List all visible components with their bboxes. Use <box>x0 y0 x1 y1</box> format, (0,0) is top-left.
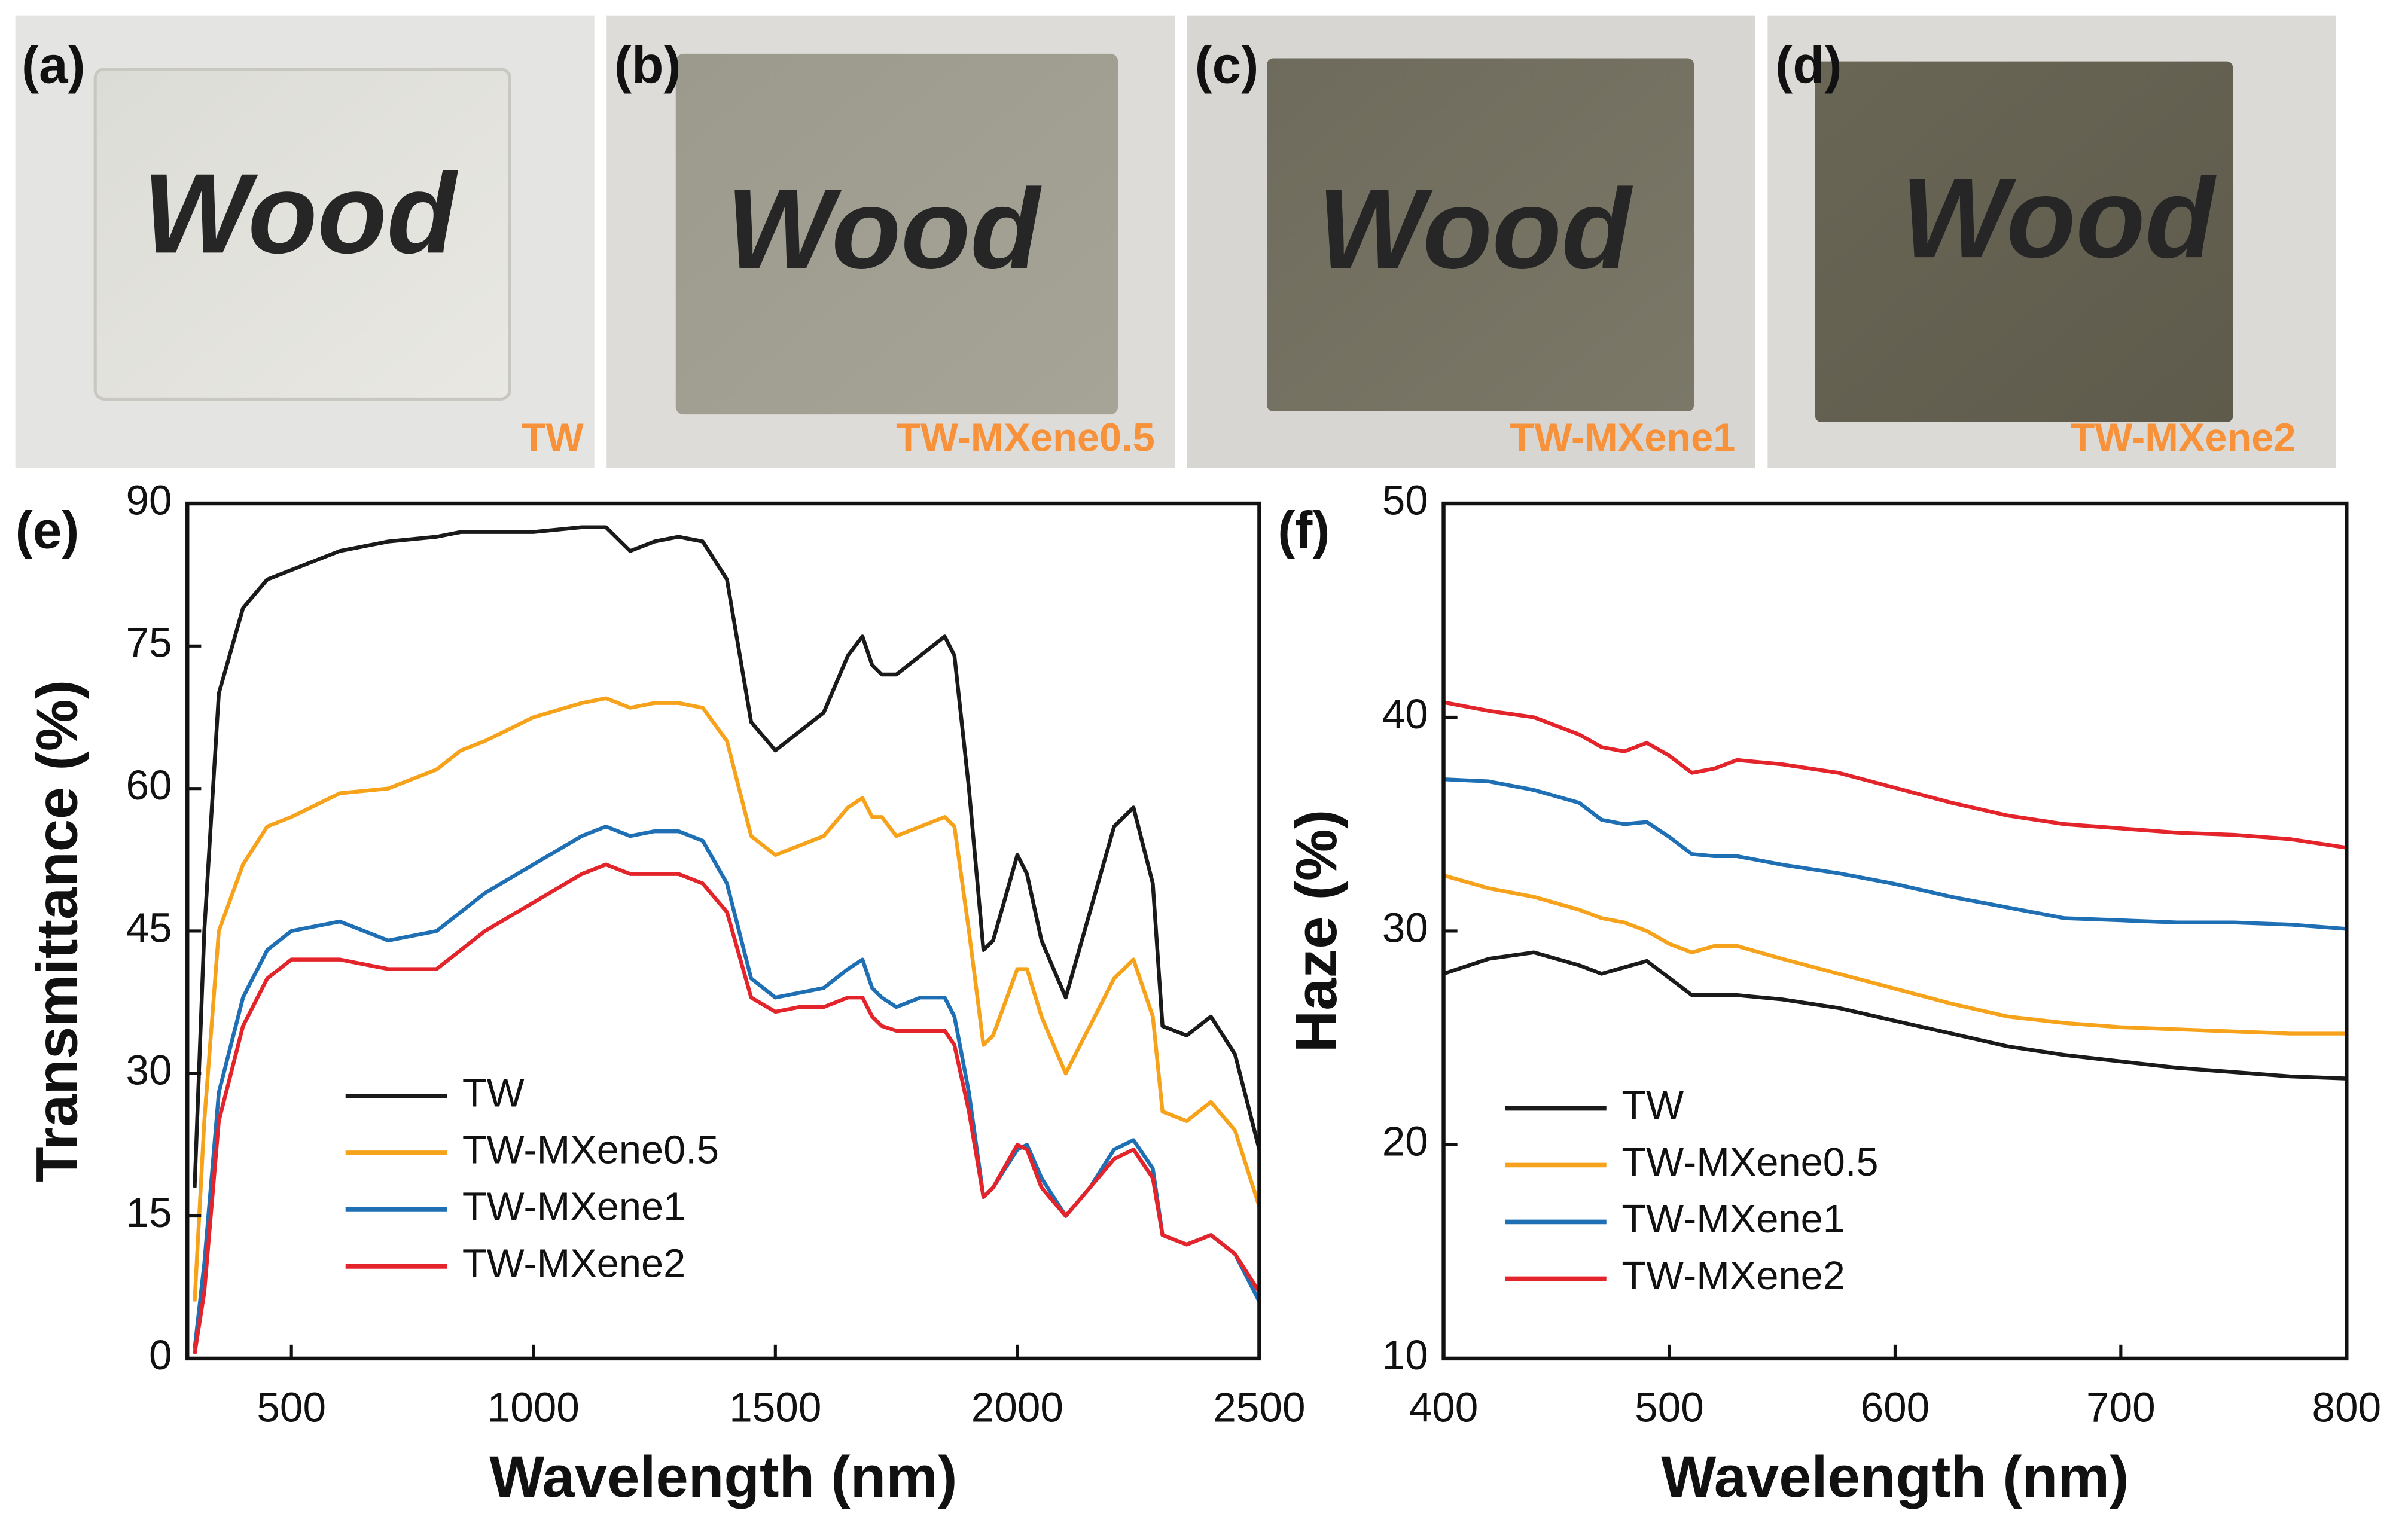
x-tick-label: 1500 <box>729 1384 821 1431</box>
photo-b <box>606 15 1175 468</box>
legend-label: TW <box>462 1072 525 1116</box>
x-tick-label: 600 <box>1861 1384 1930 1431</box>
photo-texts: (a) Wood TW (b) Wood TW-MXene0.5 (c) Wood TW-MXe… <box>22 36 2296 460</box>
data-line <box>1443 700 2347 850</box>
wood-sample <box>1267 58 1694 411</box>
sample-label: TW-MXene0.5 <box>896 416 1155 460</box>
data-line <box>1443 873 2347 1036</box>
y-tick-label: 40 <box>1382 691 1428 737</box>
photo-a <box>15 15 595 468</box>
photo-d <box>1767 15 2336 468</box>
data-line <box>193 824 1261 1350</box>
x-tick-label: 800 <box>2312 1384 2381 1431</box>
charts: 500 1000 1500 2000 2500 0 15 30 45 60 75 90 Waveleng… <box>16 477 2381 1509</box>
legend-label: TW-MXene2 <box>462 1242 685 1286</box>
x-tick-label: 400 <box>1409 1384 1479 1431</box>
photo-text: Wood <box>1318 166 1633 292</box>
data-line <box>193 525 1261 1188</box>
data-line <box>193 862 1261 1354</box>
x-tick-label: 2500 <box>1213 1384 1305 1431</box>
y-tick-label: 45 <box>126 904 172 951</box>
y-tick-label: 10 <box>1382 1332 1428 1378</box>
photo-text: Wood <box>1901 155 2217 282</box>
sample-label: TW <box>522 416 584 460</box>
data-line <box>1443 950 2347 1081</box>
photo-c <box>1187 15 1755 468</box>
chart: 400 500 600 700 800 10 20 30 40 50 Wavelength (nm)… <box>1278 477 2381 1509</box>
x-tick-label: 500 <box>257 1384 326 1431</box>
legend-label: TW-MXene1 <box>1621 1197 1845 1241</box>
y-tick-label: 20 <box>1382 1118 1428 1165</box>
axes-frame <box>1441 501 2349 1361</box>
x-tick-label: 1000 <box>487 1384 580 1431</box>
y-tick-label: 50 <box>1382 477 1428 523</box>
x-axis-label: Wavelength (nm) <box>1661 1444 2129 1509</box>
panel-label: (b) <box>614 36 681 94</box>
wood-sample <box>675 53 1118 415</box>
plot-area <box>193 525 1261 1354</box>
legend-label: TW-MXene0.5 <box>462 1128 719 1173</box>
x-tick-label: 700 <box>2086 1384 2156 1431</box>
data-line <box>193 696 1261 1302</box>
legend-label: TW-MXene1 <box>462 1185 685 1229</box>
legend: TW TW-MXene0.5 TW-MXene1 TW-MXene2 <box>1505 1084 1879 1298</box>
y-tick-label: 75 <box>126 619 172 666</box>
y-axis-label: Haze (%) <box>1284 810 1349 1052</box>
y-tick-label: 60 <box>126 762 172 808</box>
y-tick-label: 30 <box>1382 904 1428 951</box>
legend-label: TW <box>1621 1084 1684 1128</box>
wood-sample <box>93 67 512 401</box>
photo-text: Wood <box>726 166 1042 292</box>
chart: 500 1000 1500 2000 2500 0 15 30 45 60 75 90 Waveleng… <box>16 477 1306 1509</box>
plot-area <box>1443 700 2347 1081</box>
data-line <box>1443 777 2347 931</box>
sample-label: TW-MXene2 <box>2071 416 2296 460</box>
legend: TW TW-MXene0.5 TW-MXene1 TW-MXene2 <box>345 1072 719 1286</box>
photo-text: Wood <box>143 150 459 277</box>
y-axis-label: Transmittance (%) <box>24 680 89 1182</box>
wood-sample <box>1815 61 2233 422</box>
axes-frame <box>185 501 1261 1361</box>
y-tick-label: 30 <box>126 1047 172 1094</box>
y-tick-label: 15 <box>126 1189 172 1236</box>
x-axis-label: Wavelength (nm) <box>489 1444 957 1509</box>
panel-label: (e) <box>16 501 80 559</box>
legend-label: TW-MXene2 <box>1621 1254 1845 1298</box>
panel-label: (d) <box>1775 36 1842 94</box>
x-tick-label: 2000 <box>971 1384 1063 1431</box>
legend-label: TW-MXene0.5 <box>1621 1140 1878 1185</box>
sample-label: TW-MXene1 <box>1510 416 1735 460</box>
x-tick-label: 500 <box>1635 1384 1704 1431</box>
y-tick-label: 90 <box>126 477 172 523</box>
panel-label: (c) <box>1195 36 1259 94</box>
y-tick-label: 0 <box>149 1332 172 1378</box>
panel-label: (a) <box>22 36 86 94</box>
panel-label: (f) <box>1278 501 1330 559</box>
